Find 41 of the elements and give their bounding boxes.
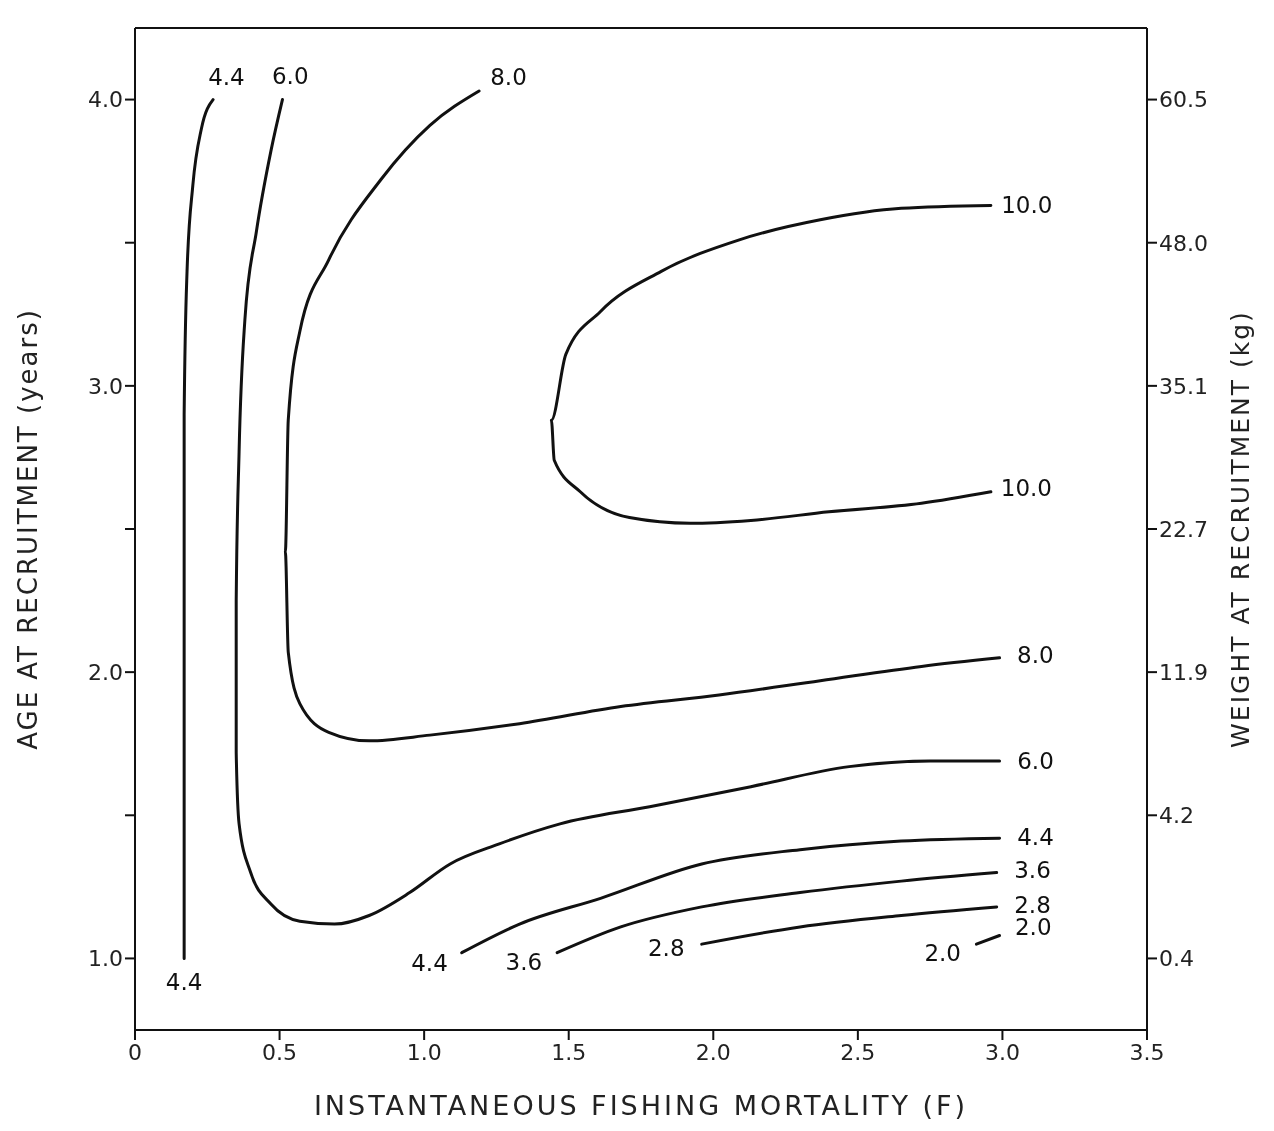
y-tick-label: 2.0 [88, 659, 123, 685]
category-label: 48.0 [1159, 230, 1208, 256]
category-label: 35.1 [1159, 373, 1208, 399]
annotation: 8.0 [490, 64, 527, 91]
line-series [700, 905, 999, 946]
category-label: 4.2 [1159, 803, 1194, 829]
annotation: 4.4 [208, 64, 245, 91]
x-tick-label: 3.5 [1129, 1039, 1165, 1065]
annotation: 3.6 [1014, 857, 1051, 884]
line-series [182, 98, 215, 960]
x-tick-label: 3.0 [984, 1039, 1020, 1065]
annotation: 8.0 [1017, 642, 1054, 669]
category-label: 0.4 [1159, 946, 1194, 972]
x-axis-title: INSTANTANEOUS FISHING MORTALITY (F) [313, 1090, 969, 1121]
annotation: 3.6 [505, 948, 543, 975]
x-tick-label: 0 [128, 1039, 142, 1065]
y-tick-label: 1.0 [88, 946, 123, 972]
x-tick-label: 1.5 [551, 1039, 587, 1065]
annotation: 4.4 [165, 969, 203, 996]
category-label: 22.7 [1159, 516, 1208, 542]
line-series [283, 89, 1002, 743]
annotation: 6.0 [271, 63, 309, 90]
y-tick-label: 3.0 [88, 373, 123, 399]
annotation: 10.0 [1000, 474, 1052, 501]
annotation: 4.4 [411, 950, 448, 977]
x-tick-label: 2.5 [840, 1039, 876, 1065]
line-series [549, 204, 993, 525]
x-tick-label: 2.0 [695, 1039, 731, 1065]
x-tick-label: 0.5 [262, 1039, 298, 1065]
annotation: 6.0 [1017, 747, 1054, 774]
line-series [234, 98, 1002, 926]
category-label: 11.9 [1159, 659, 1208, 685]
annotation: 2.0 [924, 939, 961, 966]
category-label: 60.5 [1159, 87, 1208, 113]
x-tick-label: 1.0 [406, 1039, 442, 1065]
y2-axis-title: WEIGHT AT RECRUITMENT (kg) [1225, 310, 1255, 748]
y-axis-title: AGE AT RECRUITMENT (years) [13, 308, 44, 750]
annotation: 10.0 [1001, 191, 1053, 218]
annotation: 4.4 [1017, 824, 1054, 851]
y-tick-label: 4.0 [88, 87, 123, 113]
annotation: 2.8 [647, 935, 685, 962]
